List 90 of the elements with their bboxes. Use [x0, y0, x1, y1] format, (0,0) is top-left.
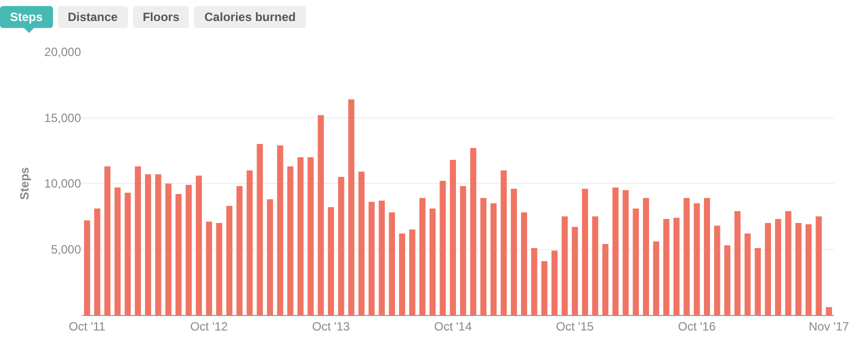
bar [785, 211, 792, 315]
x-tick-label: Oct '12 [190, 319, 228, 334]
bar [165, 184, 172, 315]
bar [155, 174, 162, 315]
bar [328, 207, 334, 315]
bar [419, 198, 426, 315]
bar [490, 203, 497, 315]
y-tick-label: 5,000 [50, 242, 82, 256]
bar [653, 241, 660, 315]
bar [795, 222, 802, 315]
bar [673, 218, 680, 315]
bar [541, 261, 548, 315]
bar [266, 199, 274, 315]
bar [196, 176, 202, 315]
text: Steps [0, 6, 53, 28]
bar [775, 219, 782, 315]
y-tick-label: 15,000 [44, 110, 82, 125]
bar [186, 184, 192, 315]
bar [754, 248, 761, 315]
bar [734, 211, 741, 315]
bar [450, 160, 456, 315]
bar [694, 203, 700, 315]
bar [622, 190, 629, 315]
bar [409, 230, 416, 315]
bar [368, 202, 375, 315]
bar [521, 212, 528, 315]
bar [287, 166, 294, 315]
bar [277, 145, 284, 315]
bar [806, 224, 812, 315]
bar [134, 166, 141, 315]
bar [592, 216, 598, 315]
x-tick-label: Nov '17 [808, 319, 850, 334]
bar [104, 166, 110, 315]
bar [318, 115, 324, 315]
bar [602, 244, 608, 315]
y-tick-label: 20,000 [44, 45, 82, 60]
bar [124, 192, 131, 315]
bar [358, 172, 365, 315]
bar [582, 188, 588, 315]
x-tick-label: Oct '11 [68, 319, 106, 334]
x-tick-label: Oct '13 [312, 319, 350, 334]
bar [399, 233, 406, 315]
y-tick-label: 10,000 [44, 176, 82, 191]
bar [94, 208, 100, 315]
bar [612, 187, 619, 315]
bar [308, 157, 314, 315]
bar [724, 245, 730, 315]
bar [216, 222, 222, 315]
bar [226, 206, 232, 315]
bar [500, 170, 507, 315]
bar [114, 187, 121, 315]
bar [764, 222, 771, 315]
bar [256, 144, 263, 315]
bar [378, 200, 385, 315]
bar [632, 208, 639, 315]
text: Calories burned [194, 6, 306, 28]
x-tick-label: Oct '16 [678, 319, 716, 334]
bar [562, 216, 568, 315]
bar [663, 219, 670, 315]
bar [714, 226, 720, 315]
bar [145, 174, 152, 315]
y-axis-title: Steps [18, 166, 32, 200]
bar [826, 307, 832, 315]
bar [297, 157, 304, 315]
x-tick-label: Oct '14 [434, 319, 472, 334]
bar [338, 176, 344, 315]
bar [704, 198, 710, 315]
x-tick-label: Oct '15 [556, 319, 594, 334]
text: Distance [58, 6, 128, 28]
text: Floors [132, 6, 190, 28]
bar [470, 148, 476, 315]
bar [348, 99, 354, 315]
bar [642, 198, 650, 315]
bar [175, 194, 182, 315]
bar [480, 198, 486, 315]
bar [510, 188, 517, 315]
bar [551, 250, 558, 315]
bar [84, 220, 90, 315]
bar [816, 216, 822, 315]
bar [206, 222, 212, 315]
bar [430, 208, 436, 315]
bar [460, 186, 466, 315]
bar [684, 198, 690, 315]
bar [246, 170, 253, 315]
bar [572, 226, 578, 315]
bar [236, 186, 243, 315]
bar [531, 248, 538, 315]
bar [744, 233, 751, 315]
bar [388, 212, 395, 315]
bar [440, 180, 446, 315]
